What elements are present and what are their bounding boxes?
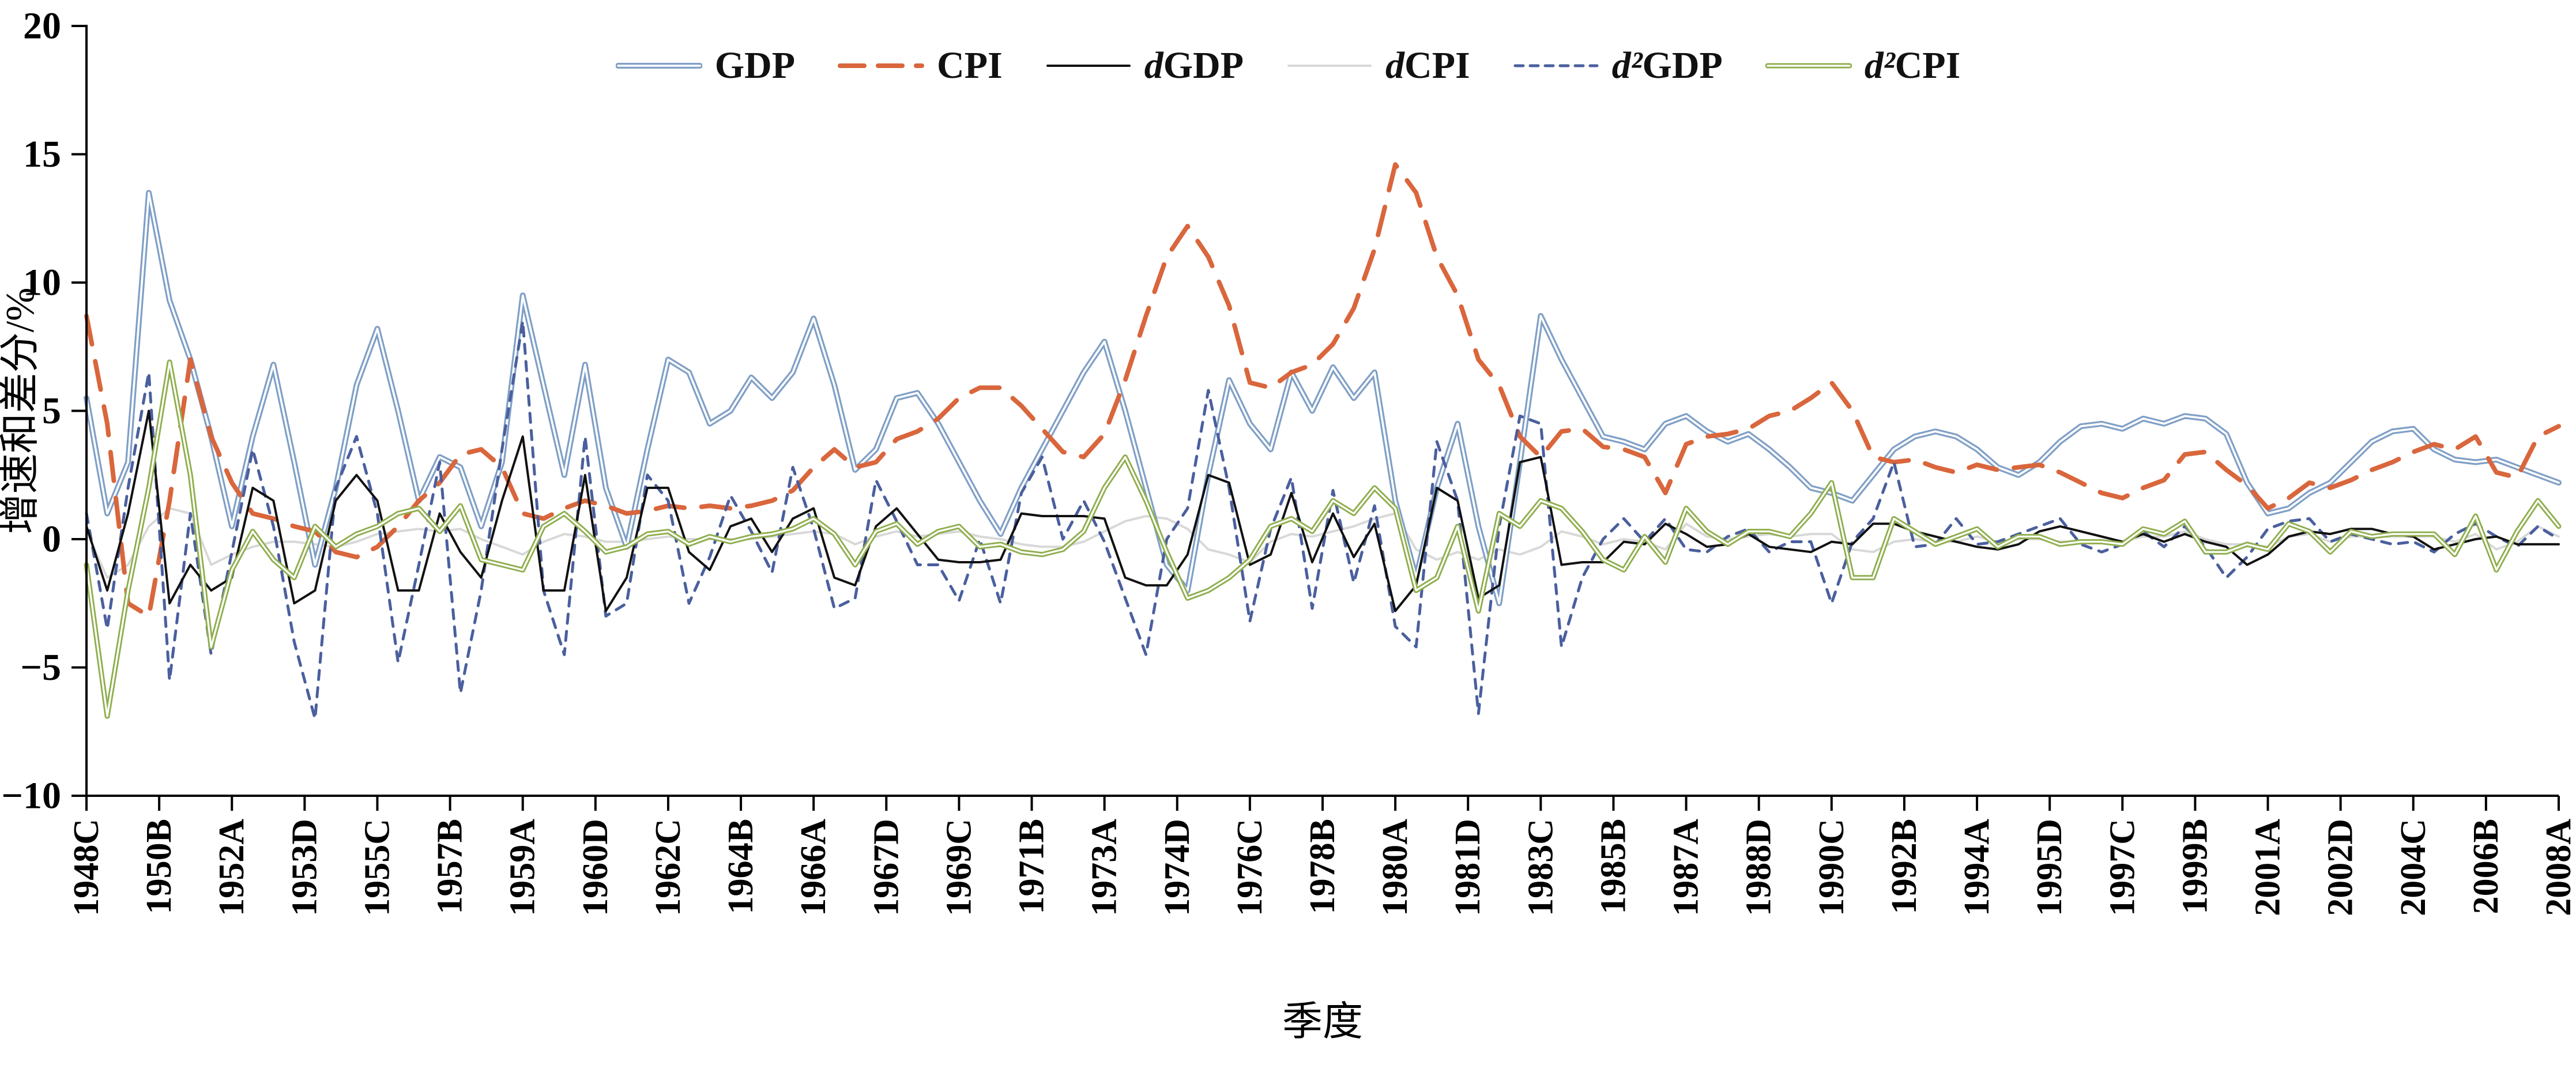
legend-label: dCPI bbox=[1385, 44, 1470, 86]
x-tick-label: 1994A bbox=[1957, 819, 1997, 916]
legend-item-CPI: CPI bbox=[838, 44, 1003, 88]
x-tick-label: 1995D bbox=[2030, 819, 2069, 916]
x-tick-label: 1952A bbox=[212, 819, 251, 916]
legend-label: d²GDP bbox=[1611, 44, 1723, 86]
x-tick-label: 2002D bbox=[2321, 819, 2360, 916]
legend-item-dGDP: dGDP bbox=[1045, 44, 1244, 88]
legend-line-sample bbox=[838, 63, 925, 68]
x-tick-label: 1967D bbox=[867, 819, 906, 916]
legend-item-dCPI: d²CPI bbox=[1765, 44, 1960, 88]
x-axis-title: 季度 bbox=[1282, 1000, 1363, 1044]
y-tick-label: −10 bbox=[1, 775, 61, 817]
y-axis-title: 增速和差分/% bbox=[0, 288, 43, 535]
x-tick-label: 1964B bbox=[721, 819, 760, 914]
series-line-CPI bbox=[84, 162, 2561, 619]
x-tick-label: 1983C bbox=[1521, 819, 1560, 916]
legend-line-sample bbox=[1046, 65, 1131, 67]
x-tick-label: 1966A bbox=[794, 819, 833, 916]
y-tick-label: −5 bbox=[20, 646, 61, 689]
x-tick-label: 1962C bbox=[649, 819, 688, 916]
x-tick-label: 2008A bbox=[2539, 819, 2576, 916]
legend-line-sample bbox=[1287, 65, 1372, 67]
x-tick-label: 1959A bbox=[503, 819, 543, 916]
series-line-core-GDP bbox=[85, 191, 2560, 605]
x-tick-label: 1957B bbox=[431, 819, 470, 914]
x-tick-label: 1992B bbox=[1885, 819, 1924, 914]
series-line-core-dCPI bbox=[85, 361, 2560, 717]
x-tick-label: 1976C bbox=[1230, 819, 1270, 916]
x-tick-label: 1974D bbox=[1158, 819, 1197, 916]
x-tick-label: 2001A bbox=[2249, 819, 2288, 916]
y-tick-label: 15 bbox=[23, 133, 61, 175]
series-line-dGDP bbox=[85, 409, 2560, 612]
x-tick-label: 1997C bbox=[2103, 819, 2142, 916]
x-tick-label: 1981D bbox=[1448, 819, 1487, 916]
x-tick-label: 1985B bbox=[1594, 819, 1633, 914]
x-tick-label: 1950B bbox=[140, 819, 179, 914]
legend-line-sample bbox=[615, 63, 702, 69]
x-tick-label: 1971B bbox=[1012, 819, 1052, 914]
y-tick-label: 5 bbox=[42, 390, 61, 432]
legend-line-sample bbox=[1765, 63, 1852, 69]
x-tick-label: 1948C bbox=[67, 819, 106, 916]
x-tick-label: 1980A bbox=[1376, 819, 1415, 916]
legend-item-dCPI: dCPI bbox=[1286, 44, 1470, 88]
chart-legend: GDP CPI dGDP dCPI d²GDP d²CPI bbox=[0, 44, 2576, 88]
x-tick-label: 2004C bbox=[2394, 819, 2433, 916]
x-tick-label: 1973A bbox=[1085, 819, 1124, 916]
legend-line-sample bbox=[1513, 64, 1599, 67]
legend-item-dGDP: d²GDP bbox=[1513, 44, 1723, 88]
x-tick-label: 1988D bbox=[1739, 819, 1779, 916]
x-tick-label: 1999B bbox=[2175, 819, 2215, 914]
legend-label: GDP bbox=[714, 44, 796, 86]
y-tick-label: 0 bbox=[42, 518, 61, 560]
x-tick-label: 1960D bbox=[576, 819, 615, 916]
x-tick-label: 1955C bbox=[357, 819, 397, 916]
series-line-dGDP bbox=[85, 319, 2560, 720]
y-tick-label: 20 bbox=[23, 5, 61, 47]
series-line-dCPI bbox=[85, 507, 2560, 579]
legend-label: dGDP bbox=[1144, 44, 1244, 86]
x-tick-label: 1969C bbox=[939, 819, 978, 916]
legend-label: d²CPI bbox=[1864, 44, 1961, 86]
x-tick-label: 1978B bbox=[1303, 819, 1342, 914]
legend-item-GDP: GDP bbox=[615, 44, 796, 88]
legend-label: CPI bbox=[937, 44, 1003, 86]
x-tick-label: 2006B bbox=[2466, 819, 2506, 914]
x-tick-label: 1953D bbox=[285, 819, 324, 916]
y-tick-label: 10 bbox=[23, 262, 61, 304]
x-tick-label: 1990C bbox=[1812, 819, 1851, 916]
x-tick-label: 1987A bbox=[1667, 819, 1706, 916]
